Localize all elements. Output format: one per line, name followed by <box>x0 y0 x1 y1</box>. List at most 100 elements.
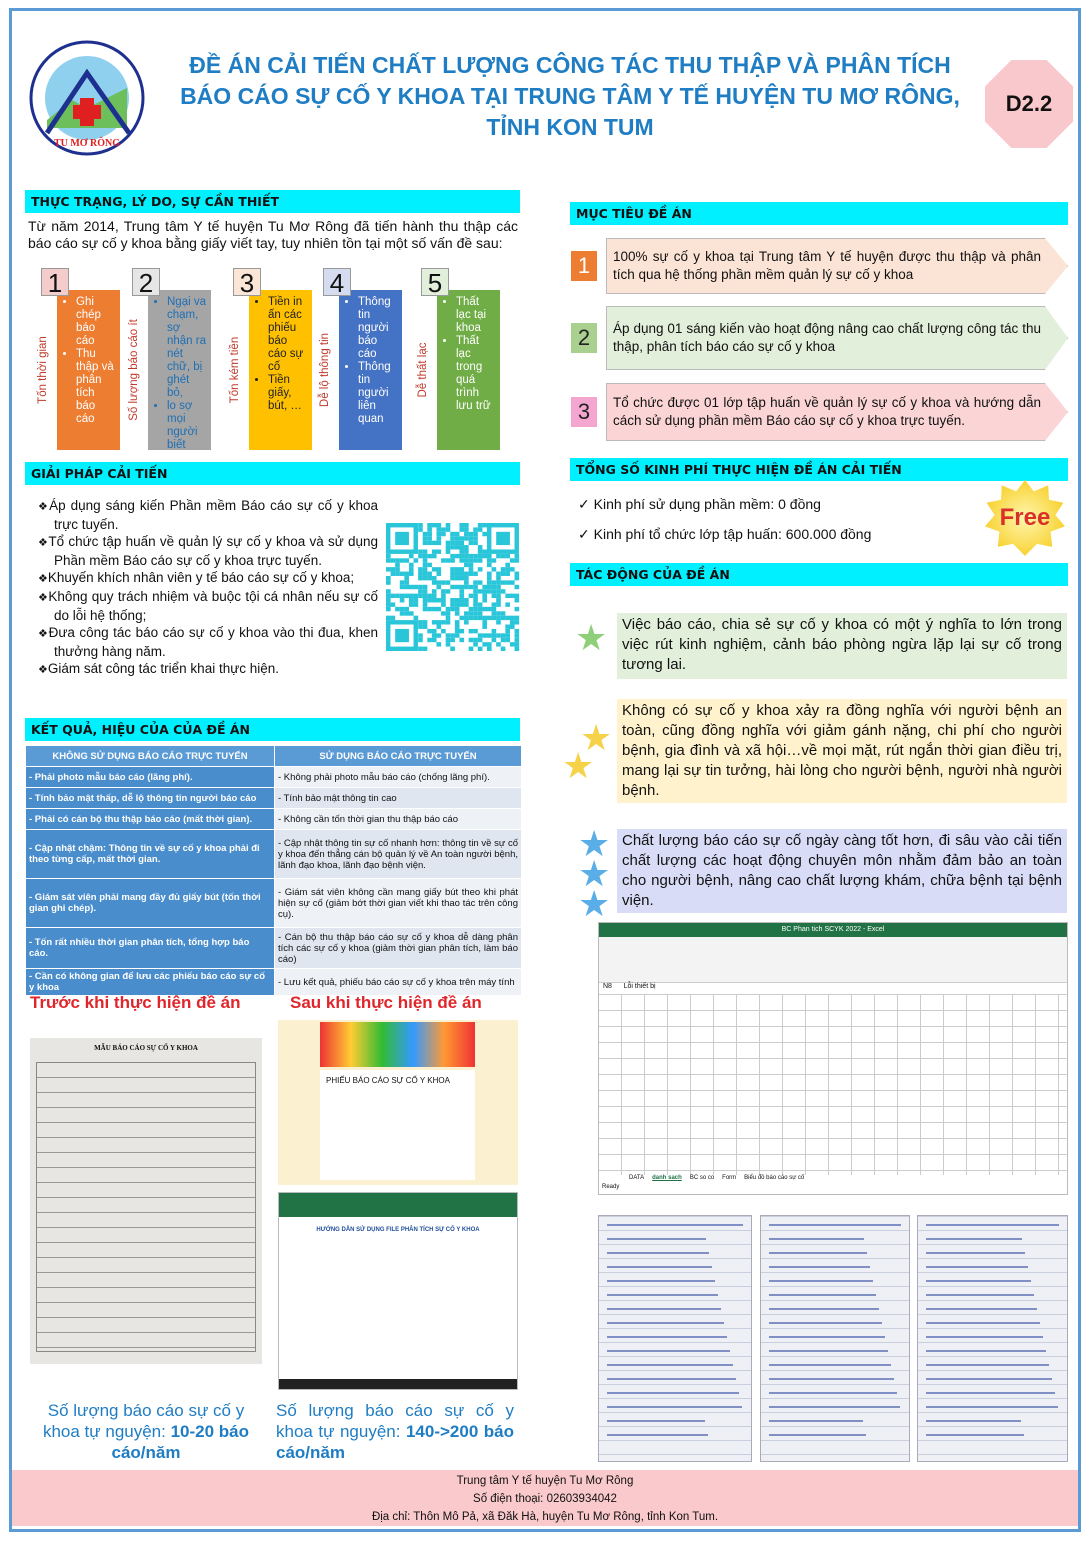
problem-number: 1 <box>41 268 69 297</box>
budget-item: ✓ Kinh phí tổ chức lớp tập huấn: 600.000… <box>578 526 872 542</box>
handwriting-line <box>769 1364 891 1366</box>
handwriting-line <box>926 1364 1049 1366</box>
handwriting-line <box>926 1378 1052 1380</box>
problem-item: Ghi chép báo cáo <box>76 296 116 348</box>
after-heading: Sau khi thực hiện đề án <box>290 993 482 1012</box>
excel-title: BC Phan tich SCYK 2022 - Excel <box>599 923 1067 937</box>
handwriting-line <box>769 1294 876 1296</box>
handwriting-line <box>607 1238 706 1240</box>
problem-item: Thu thập và phân tích báo cáo <box>76 348 116 426</box>
goal-number: 2 <box>571 323 597 353</box>
sheet-tab[interactable]: Biểu đồ báo cáo sự cố <box>744 1175 805 1181</box>
handwriting-line <box>926 1350 1046 1352</box>
cell-without-online: - Giám sát viên phải mang đầy đủ giấy bú… <box>26 879 274 927</box>
column-header: KHÔNG SỬ DỤNG BÁO CÁO TRỰC TUYẾN <box>26 746 274 766</box>
goals-heading: MỤC TIÊU ĐỀ ÁN <box>570 202 1068 225</box>
goal-item: 100% sự cố y khoa tại Trung tâm Y tế huy… <box>606 238 1068 294</box>
cell-without-online: - Phải photo mẫu báo cáo (lãng phí). <box>26 767 274 787</box>
solutions-list: Áp dụng sáng kiến Phần mềm Báo cáo sự cố… <box>38 497 378 679</box>
problem-item: lo sợ mọi người biết mình làm sai, vănhó… <box>167 400 207 450</box>
footer-address: Địa chỉ: Thôn Mô Pả, xã Đăk Hà, huyện Tu… <box>371 1511 719 1523</box>
handwriting-line <box>926 1434 1024 1436</box>
goal-item: Tổ chức được 01 lớp tập huấn về quản lý … <box>606 383 1068 441</box>
problem-number: 5 <box>421 268 449 297</box>
sheet-tab[interactable]: DATA <box>629 1175 645 1181</box>
problem-items: Thất lạc tại khoaThất lạc trong quá trìn… <box>447 296 496 413</box>
problem-card: Tiền in ấn các phiếu báo cáo sự cốTiền g… <box>249 290 312 450</box>
handwriting-line <box>607 1434 708 1436</box>
sheet-tab[interactable]: BC so co <box>689 1175 715 1181</box>
situation-intro: Từ năm 2014, Trung tâm Y tế huyện Tu Mơ … <box>28 218 518 251</box>
sheet-tab[interactable]: Form <box>722 1175 737 1181</box>
handwriting-line <box>607 1336 727 1338</box>
handwriting-line <box>607 1252 709 1254</box>
problem-items: Ghi chép báo cáoThu thập và phân tích bá… <box>67 296 116 426</box>
cell-with-online: - Cập nhật thông tin sự cố nhanh hơn: th… <box>275 830 521 878</box>
problem-card: Thông tin người báo cáoThông tin người l… <box>339 290 402 450</box>
problem-card: Ghi chép báo cáoThu thập và phân tích bá… <box>57 290 120 450</box>
impact-item: Chất lượng báo cáo sự cố ngày càng tốt h… <box>617 829 1067 913</box>
handwriting-line <box>769 1392 897 1394</box>
goal-number: 1 <box>571 251 597 281</box>
budget-text: Kinh phí sử dụng phần mềm: 0 đồng <box>593 496 821 512</box>
situation-heading: THỰC TRẠNG, LÝ DO, SỰ CẦN THIẾT <box>25 190 520 213</box>
results-table: KHÔNG SỬ DỤNG BÁO CÁO TRỰC TUYẾN SỬ DỤNG … <box>25 745 522 996</box>
handwriting-line <box>769 1350 888 1352</box>
handwritten-report-photo <box>598 1215 752 1462</box>
solution-item: Không quy trách nhiệm và buộc tội cá nhâ… <box>38 588 378 624</box>
table-row: - Tốn rất nhiều thời gian phân tích, tổn… <box>26 928 521 968</box>
star-icon: ★ <box>562 745 595 786</box>
cell-with-online: - Cán bộ thu thập báo cáo sự cố y khoa d… <box>275 928 521 968</box>
solution-item: Áp dụng sáng kiến Phần mềm Báo cáo sự cố… <box>38 497 378 533</box>
impact-item: Không có sự cố y khoa xảy ra đồng nghĩa … <box>617 699 1067 803</box>
doc-title: HƯỚNG DẪN SỬ DỤNG FILE PHÂN TÍCH SỰ CỐ Y… <box>316 1227 480 1233</box>
handwriting-line <box>926 1322 1040 1324</box>
results-heading: KẾT QUẢ, HIỆU CỦA CỦA ĐỀ ÁN <box>25 718 520 741</box>
handwriting-line <box>926 1420 1021 1422</box>
solution-item: Giám sát công tác triển khai thực hiện. <box>38 660 378 679</box>
excel-screenshot: BC Phan tich SCYK 2022 - Excel N8 Lỗi th… <box>598 922 1068 1195</box>
handwriting-line <box>769 1266 870 1268</box>
problem-number: 3 <box>233 268 261 297</box>
caption-text: Số lượng báo cáo sự cố y khoa tự nguyện: <box>42 1401 245 1441</box>
problem-item: Thông tin người liên quan <box>358 361 398 426</box>
caption-value: 140->200 báo cáo/năm <box>276 1422 514 1462</box>
impact-item: Việc báo cáo, chia sẻ sự cố y khoa có mộ… <box>617 613 1067 679</box>
handwriting-line <box>769 1322 882 1324</box>
handwriting-line <box>607 1378 736 1380</box>
handwriting-line <box>926 1392 1055 1394</box>
handwriting-line <box>926 1294 1034 1296</box>
handwriting-line <box>769 1308 879 1310</box>
handwriting-line <box>607 1308 721 1310</box>
cell-without-online: - Cần có không gian để lưu các phiếu báo… <box>26 969 274 995</box>
status-bar: Ready <box>602 1184 620 1190</box>
handwriting-line <box>607 1266 712 1268</box>
table-row: - Phải có cán bộ thu thập báo cáo (mất t… <box>26 809 521 829</box>
footer-phone: Số điện thoại: 02603934042 <box>473 1493 617 1505</box>
problem-label: Dễ thất lạc <box>417 342 429 398</box>
svg-text:TU MƠ RÔNG: TU MƠ RÔNG <box>54 136 120 149</box>
handwriting-line <box>769 1238 864 1240</box>
goal-item: Áp dụng 01 sáng kiến vào hoạt động nâng … <box>606 306 1068 370</box>
qr-code[interactable] <box>386 523 520 651</box>
star-icon: ★ <box>580 717 613 758</box>
handwriting-line <box>926 1336 1043 1338</box>
handwriting-line <box>926 1266 1028 1268</box>
problem-items: Ngại va chạm, sợ nhận ra nét chữ, bị ghé… <box>158 296 207 450</box>
solution-item: Đưa công tác báo cáo sự cố y khoa vào th… <box>38 624 378 660</box>
handwriting-line <box>607 1350 730 1352</box>
table-row: - Cập nhật chậm: Thông tin về sự cố y kh… <box>26 830 521 878</box>
budget-text: Kinh phí tổ chức lớp tập huấn: 600.000 đ… <box>593 526 872 542</box>
handwriting-line <box>607 1420 705 1422</box>
table-row: - Giám sát viên phải mang đầy đủ giấy bú… <box>26 879 521 927</box>
problem-number: 4 <box>323 268 351 297</box>
handwriting-line <box>926 1252 1025 1254</box>
problem-card: Thất lạc tại khoaThất lạc trong quá trìn… <box>437 290 500 450</box>
handwriting-line <box>607 1322 724 1324</box>
impact-heading: TÁC ĐỘNG CỦA ĐỀ ÁN <box>570 563 1068 586</box>
online-form-screenshot: PHIẾU BÁO CÁO SỰ CỐ Y KHOA <box>278 1020 518 1185</box>
star-icon: ★ <box>578 853 611 894</box>
handwriting-line <box>926 1224 1059 1226</box>
sheet-tab[interactable]: danh sach <box>652 1175 682 1181</box>
column-header: SỬ DỤNG BÁO CÁO TRỰC TUYẾN <box>275 746 521 766</box>
